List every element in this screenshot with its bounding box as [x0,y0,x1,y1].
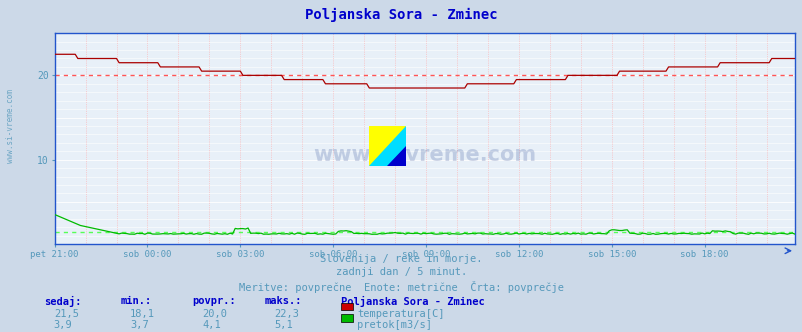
Text: pretok[m3/s]: pretok[m3/s] [357,320,431,330]
Text: www.si-vreme.com: www.si-vreme.com [313,145,536,165]
Polygon shape [369,126,405,166]
Text: 3,7: 3,7 [130,320,148,330]
Text: www.si-vreme.com: www.si-vreme.com [6,89,15,163]
Text: sedaj:: sedaj: [44,296,82,307]
Text: 4,1: 4,1 [202,320,221,330]
Text: Poljanska Sora - Zminec: Poljanska Sora - Zminec [305,8,497,23]
Text: 18,1: 18,1 [130,309,155,319]
Polygon shape [387,146,405,166]
Polygon shape [369,126,405,166]
Text: Poljanska Sora - Zminec: Poljanska Sora - Zminec [341,296,484,307]
Text: 20,0: 20,0 [202,309,227,319]
Text: Slovenija / reke in morje.: Slovenija / reke in morje. [320,254,482,264]
Text: 3,9: 3,9 [54,320,72,330]
Text: 5,1: 5,1 [274,320,293,330]
Text: maks.:: maks.: [265,296,302,306]
Text: min.:: min.: [120,296,152,306]
Text: 21,5: 21,5 [54,309,79,319]
Text: 22,3: 22,3 [274,309,299,319]
Text: temperatura[C]: temperatura[C] [357,309,444,319]
Text: Meritve: povprečne  Enote: metrične  Črta: povprečje: Meritve: povprečne Enote: metrične Črta:… [239,281,563,292]
Text: povpr.:: povpr.: [192,296,236,306]
Text: zadnji dan / 5 minut.: zadnji dan / 5 minut. [335,267,467,277]
